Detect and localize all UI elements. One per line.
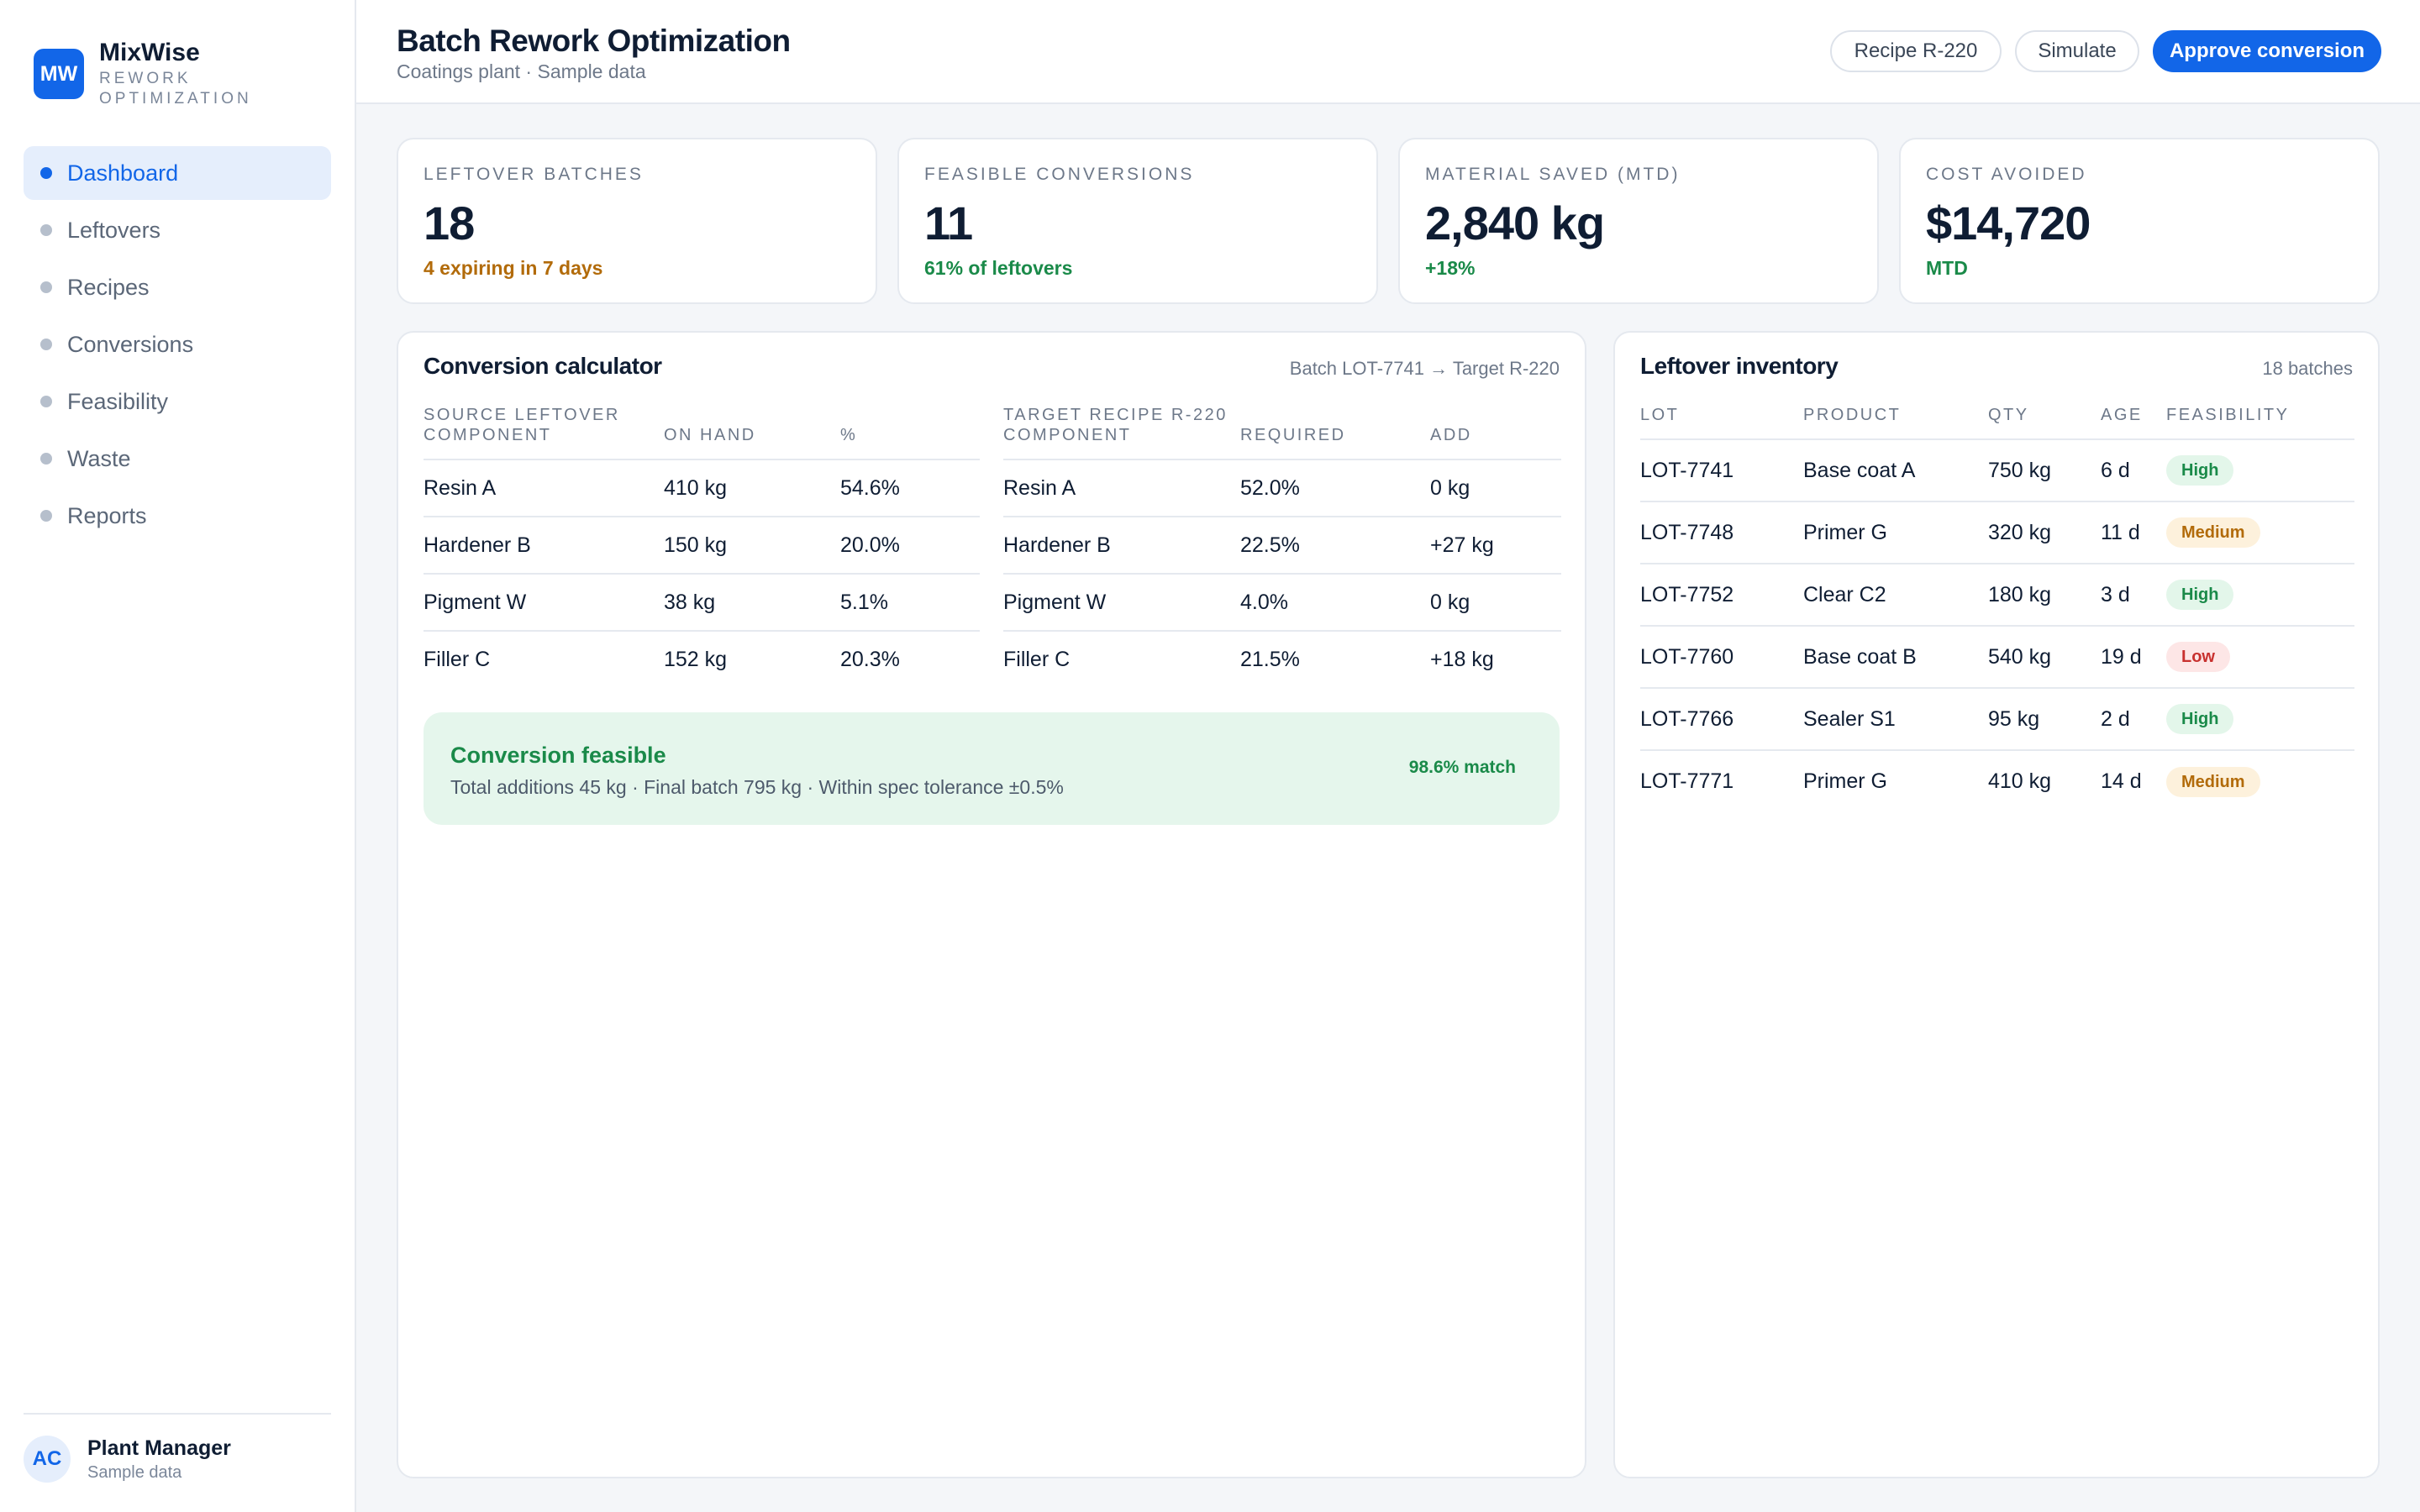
leftover-inventory-panel: Leftover inventory 18 batches LOT PRODUC… bbox=[1613, 331, 2380, 1478]
dot-icon bbox=[40, 453, 52, 465]
table-row[interactable]: LOT-7760 Base coat B 540 kg 19 d Low bbox=[1640, 626, 2354, 689]
table-row[interactable]: LOT-7748 Primer G 320 kg 11 d Medium bbox=[1640, 501, 2354, 564]
sidebar-item-label: Conversions bbox=[67, 331, 194, 357]
kpi-value: 18 bbox=[424, 197, 475, 249]
brand-subtitle: REWORK OPTIMIZATION bbox=[99, 70, 252, 108]
kpi-card-material-saved: MATERIAL SAVED (MTD) 2,840 kg +18% bbox=[1398, 138, 1879, 304]
kpi-card-cost-avoided: COST AVOIDED $14,720 MTD bbox=[1899, 138, 2380, 304]
column-header: ADD bbox=[1430, 405, 1561, 460]
page-subtitle: Coatings plant · Sample data bbox=[397, 60, 646, 82]
feasibility-badge: Low bbox=[2166, 642, 2230, 672]
table-row: Resin A 52.0% 0 kg bbox=[1003, 459, 1561, 517]
kpi-note: 61% of leftovers bbox=[924, 257, 1073, 279]
column-header: SOURCE LEFTOVER COMPONENT bbox=[424, 405, 664, 460]
dot-icon bbox=[40, 167, 52, 179]
panel-meta: 18 batches bbox=[2262, 358, 2353, 379]
sidebar-item-leftovers[interactable]: Leftovers bbox=[24, 203, 331, 257]
column-header: PRODUCT bbox=[1803, 405, 1988, 440]
kpi-value: $14,720 bbox=[1926, 197, 2091, 249]
kpi-label: COST AVOIDED bbox=[1926, 165, 2087, 184]
approve-conversion-button[interactable]: Approve conversion bbox=[2153, 30, 2381, 72]
table-row: Hardener B 22.5% +27 kg bbox=[1003, 517, 1561, 575]
kpi-card-feasible-conversions: FEASIBLE CONVERSIONS 11 61% of leftovers bbox=[897, 138, 1378, 304]
sidebar-item-label: Dashboard bbox=[67, 160, 179, 186]
sidebar-item-reports[interactable]: Reports bbox=[24, 489, 331, 543]
table-row: Pigment W 4.0% 0 kg bbox=[1003, 574, 1561, 632]
dot-icon bbox=[40, 396, 52, 407]
column-header: LOT bbox=[1640, 405, 1803, 440]
user-subtitle: Sample data bbox=[87, 1463, 182, 1482]
sidebar-item-dashboard[interactable]: Dashboard bbox=[24, 146, 331, 200]
kpi-note: 4 expiring in 7 days bbox=[424, 257, 603, 279]
avatar: AC bbox=[24, 1436, 71, 1483]
kpi-card-leftover-batches: LEFTOVER BATCHES 18 4 expiring in 7 days bbox=[397, 138, 877, 304]
match-score: 98.6% match bbox=[1408, 758, 1516, 777]
table-row[interactable]: LOT-7741 Base coat A 750 kg 6 d High bbox=[1640, 439, 2354, 502]
sidebar-item-label: Leftovers bbox=[67, 217, 161, 243]
kpi-value: 11 bbox=[924, 197, 973, 249]
target-recipe-table: TARGET RECIPE R-220 COMPONENT REQUIRED AD… bbox=[1003, 405, 1561, 688]
table-row: Resin A 410 kg 54.6% bbox=[424, 459, 980, 517]
brand-name: MixWise bbox=[99, 39, 200, 66]
recipe-button[interactable]: Recipe R-220 bbox=[1830, 30, 2002, 72]
conversion-calculator-panel: Conversion calculator Batch LOT-7741 → T… bbox=[397, 331, 1586, 1478]
dot-icon bbox=[40, 510, 52, 522]
page-header: Batch Rework Optimization Coatings plant… bbox=[356, 0, 2420, 104]
column-header: TARGET RECIPE R-220 COMPONENT bbox=[1003, 405, 1240, 460]
user-name: Plant Manager bbox=[87, 1436, 231, 1460]
leftover-inventory-table: LOT PRODUCT QTY AGE FEASIBILITY LOT-7741… bbox=[1640, 405, 2354, 812]
result-details: Total additions 45 kg · Final batch 795 … bbox=[450, 776, 1064, 798]
result-title: Conversion feasible bbox=[450, 743, 666, 768]
sidebar-item-label: Waste bbox=[67, 445, 131, 471]
kpi-note: +18% bbox=[1425, 257, 1476, 279]
feasibility-badge: High bbox=[2166, 704, 2234, 734]
sidebar: MW MixWise REWORK OPTIMIZATION Dashboard… bbox=[0, 0, 356, 1512]
table-row[interactable]: LOT-7752 Clear C2 180 kg 3 d High bbox=[1640, 564, 2354, 627]
feasibility-badge: Medium bbox=[2166, 517, 2260, 548]
sidebar-item-label: Reports bbox=[67, 502, 147, 528]
user-profile[interactable]: AC Plant Manager Sample data bbox=[24, 1413, 331, 1483]
table-group-label: TARGET RECIPE R-220 bbox=[1003, 406, 1228, 424]
sidebar-item-label: Feasibility bbox=[67, 388, 169, 414]
sidebar-item-label: Recipes bbox=[67, 274, 150, 300]
column-header: ON HAND bbox=[664, 405, 840, 460]
kpi-label: MATERIAL SAVED (MTD) bbox=[1425, 165, 1681, 184]
conversion-result-banner: Conversion feasible Total additions 45 k… bbox=[424, 712, 1560, 825]
kpi-note: MTD bbox=[1926, 257, 1968, 279]
table-group-label: SOURCE LEFTOVER bbox=[424, 406, 620, 424]
feasibility-badge: High bbox=[2166, 580, 2234, 610]
panel-title: Conversion calculator bbox=[424, 353, 662, 379]
kpi-label: FEASIBLE CONVERSIONS bbox=[924, 165, 1195, 184]
kpi-label: LEFTOVER BATCHES bbox=[424, 165, 644, 184]
sidebar-item-conversions[interactable]: Conversions bbox=[24, 318, 331, 371]
table-row[interactable]: LOT-7766 Sealer S1 95 kg 2 d High bbox=[1640, 688, 2354, 751]
table-row: Pigment W 38 kg 5.1% bbox=[424, 574, 980, 632]
column-header: REQUIRED bbox=[1240, 405, 1430, 460]
dot-icon bbox=[40, 281, 52, 293]
panel-title: Leftover inventory bbox=[1640, 353, 1839, 379]
table-row: Filler C 152 kg 20.3% bbox=[424, 648, 900, 671]
simulate-button[interactable]: Simulate bbox=[2015, 30, 2139, 72]
column-header: % bbox=[840, 405, 980, 460]
table-row: Hardener B 150 kg 20.0% bbox=[424, 517, 980, 575]
table-row[interactable]: LOT-7771 Primer G 410 kg 14 d Medium bbox=[1640, 750, 2354, 812]
kpi-value: 2,840 kg bbox=[1425, 197, 1605, 249]
source-leftover-table: SOURCE LEFTOVER COMPONENT ON HAND % Resin… bbox=[424, 405, 980, 688]
brand-logo: MW bbox=[34, 49, 84, 99]
column-header: AGE bbox=[2101, 405, 2166, 440]
page-title: Batch Rework Optimization bbox=[397, 24, 791, 58]
feasibility-badge: Medium bbox=[2166, 766, 2260, 797]
panel-meta: Batch LOT-7741 → Target R-220 bbox=[1289, 358, 1560, 379]
column-header: QTY bbox=[1988, 405, 2101, 440]
dot-icon bbox=[40, 339, 52, 350]
sidebar-item-feasibility[interactable]: Feasibility bbox=[24, 375, 331, 428]
brand[interactable]: MW MixWise REWORK OPTIMIZATION bbox=[34, 37, 267, 109]
sidebar-nav: Dashboard Leftovers Recipes Conversions … bbox=[24, 146, 331, 546]
sidebar-item-waste[interactable]: Waste bbox=[24, 432, 331, 486]
table-row: Filler C 21.5% +18 kg bbox=[1003, 648, 1494, 671]
column-header: FEASIBILITY bbox=[2166, 405, 2354, 440]
feasibility-badge: High bbox=[2166, 455, 2234, 486]
sidebar-item-recipes[interactable]: Recipes bbox=[24, 260, 331, 314]
dot-icon bbox=[40, 224, 52, 236]
